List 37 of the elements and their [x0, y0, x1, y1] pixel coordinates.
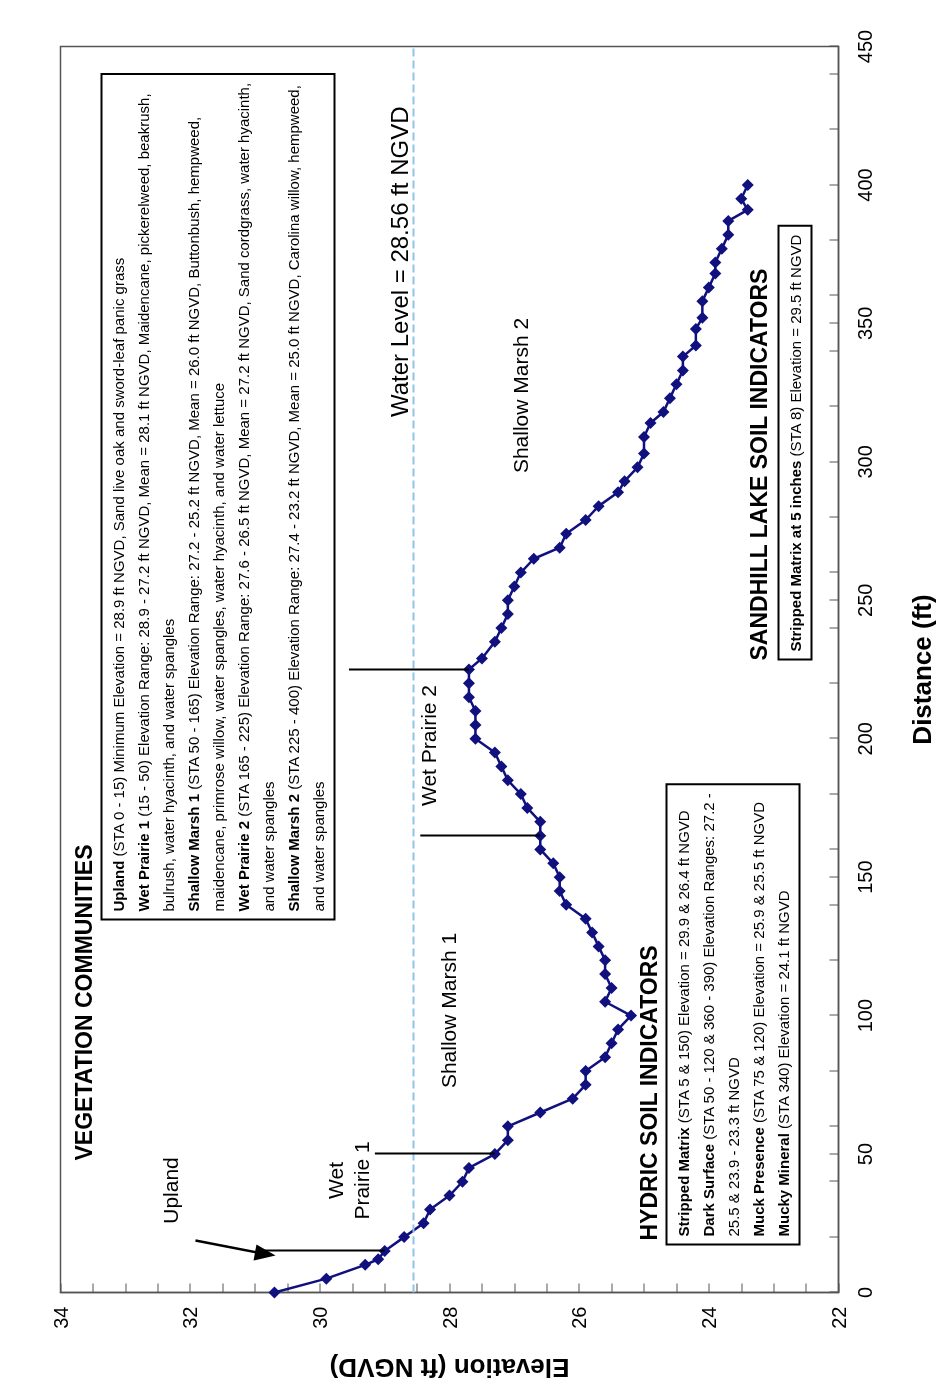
annotation: Stripped Matrix (STA 5 & 150) Elevation = 29.9 & 26.4 ft NGVD [674, 809, 691, 1236]
annotation: Wet Prairie 2 (STA 165 - 225) Elevation Range: 27.6 - 26.5 ft NGVD, Mean = 27.2 ft NGVD, Sand cordgrass, water hyacinth, and water spangles [234, 82, 276, 911]
y-tick-label: 150 [853, 859, 875, 894]
y-tick-label: 300 [853, 444, 875, 479]
x-tick-label: 28 [438, 1306, 460, 1329]
y-tick-label: 0 [853, 1286, 875, 1298]
annotation: Shallow Marsh 2 (STA 225 - 400) Elevation Range: 27.4 - 23.2 ft NGVD, Mean = 25.0 ft NGVD, Carolina willow, hempweed, and water spangles [284, 84, 326, 911]
annotation: HYDRIC SOIL INDICATORS [635, 944, 662, 1240]
y-tick-label: 250 [853, 583, 875, 617]
annotation: SANDHILL LAKE SOIL INDICATORS [745, 268, 772, 660]
y-tick-label: 200 [853, 721, 875, 755]
x-tick-label: 24 [697, 1306, 720, 1329]
annotation: Wet Prairie 2 [416, 684, 440, 806]
y-tick-label: 50 [853, 1142, 875, 1165]
x-tick-label: 22 [827, 1306, 849, 1329]
annotation: Wet Prairie 1 (15 - 50) Elevation Range: 28.9 - 27.2 ft NGVD, Mean = 28.1 ft NGVD, Maidencane, pickerelweed, beakrush, bulrush, water hyacinth, and water spangles [134, 92, 176, 911]
annotation: VEGETATION COMMUNITIES [70, 843, 97, 1160]
annotation: Upland (STA 0 - 15) Minimum Elevation = 28.9 ft NGVD, Sand live oak and sword-leaf panic grass [109, 257, 126, 911]
y-tick-label: 450 [853, 29, 875, 63]
annotation: Muck Presence (STA 75 & 120) Elevation = 25.9 & 25.5 ft NGVD [749, 801, 766, 1236]
y-tick-label: 350 [853, 306, 875, 340]
annotation: Shallow Marsh 2 [508, 317, 532, 473]
annotation: Stripped Matrix at 5 inches (STA 8) Elevation = 29.5 ft NGVD [786, 233, 803, 651]
y-tick-label: 400 [853, 167, 875, 202]
y-axis-title: Distance (ft) [906, 593, 936, 745]
y-tick-label: 100 [853, 998, 875, 1032]
x-tick-label: 34 [49, 1306, 71, 1329]
annotation: Shallow Marsh 1 [436, 932, 460, 1088]
x-axis-title: Elevation (ft NGVD) [329, 1352, 569, 1382]
annotation: Upland [158, 1156, 182, 1224]
x-tick-label: 32 [178, 1306, 201, 1329]
x-tick-label: 30 [308, 1306, 331, 1329]
ref-line-label: Water Level = 28.56 ft NGVD [385, 106, 413, 417]
annotation: Mucky Mineral (STA 340) Elevation = 24.1 ft NGVD [774, 889, 791, 1236]
annotation: Wet Prairie 1 [323, 1140, 373, 1220]
x-tick-label: 26 [567, 1306, 590, 1329]
annotation: Dark Surface (STA 50 - 120 & 360 - 390) Elevation Ranges: 27.2 - 25.5 & 23.9 - 23.3 ft NGVD [699, 792, 741, 1236]
